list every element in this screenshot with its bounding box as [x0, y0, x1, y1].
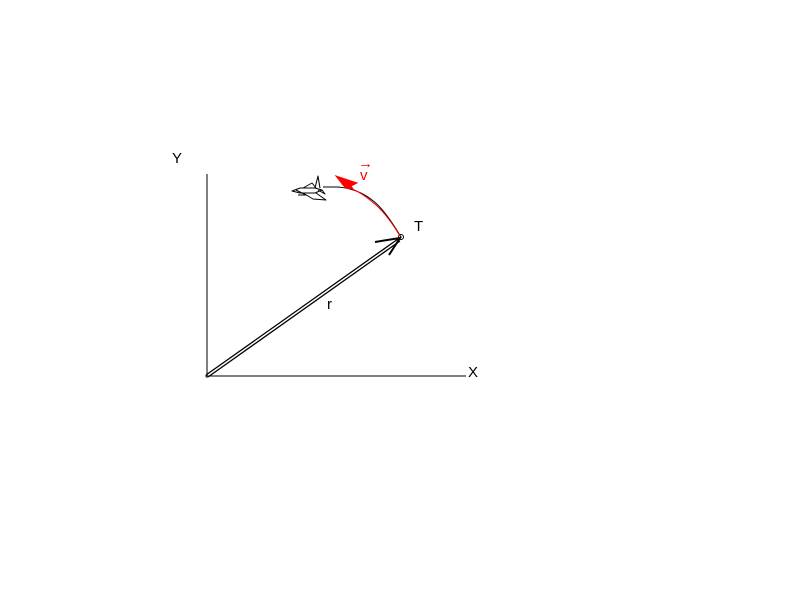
- y-axis-label: Y: [172, 150, 182, 167]
- velocity-trace: [351, 188, 401, 237]
- x-axis-label: X: [468, 364, 478, 381]
- velocity-label: v: [360, 167, 368, 184]
- velocity-arrow-glyph: →: [358, 155, 373, 172]
- position-vector-arrowhead: [374, 236, 403, 256]
- point-t-marker: [398, 234, 404, 240]
- velocity-arrowhead: [334, 175, 359, 190]
- airplane-icon: [291, 175, 327, 201]
- position-vector-label: r: [327, 296, 332, 313]
- point-t-label: T: [414, 218, 423, 235]
- position-vector: [205, 236, 403, 378]
